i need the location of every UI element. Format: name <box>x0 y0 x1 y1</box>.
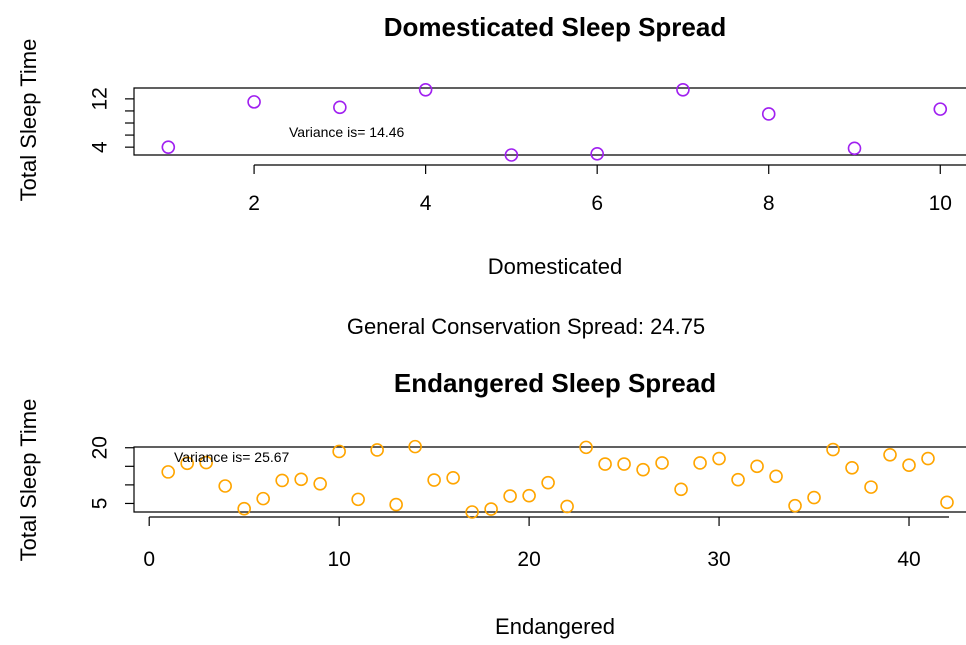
data-point <box>180 456 194 471</box>
endangered-x-axis: 0 10 20 30 40 <box>143 516 950 571</box>
endangered-title: Endangered Sleep Spread <box>394 368 716 398</box>
data-point <box>676 83 690 97</box>
data-point <box>712 451 726 466</box>
endangered-xlabel: Endangered <box>495 614 615 639</box>
domesticated-panel: Domesticated Sleep Spread Total Sleep Ti… <box>16 12 966 279</box>
domesticated-points <box>161 83 948 162</box>
data-point <box>333 100 347 115</box>
x-tick-label: 20 <box>517 548 540 571</box>
data-point <box>940 495 954 510</box>
x-tick-label: 2 <box>248 192 260 215</box>
domesticated-ylabel: Total Sleep Time <box>16 39 41 202</box>
data-point <box>504 148 519 162</box>
data-point <box>883 447 897 462</box>
data-point <box>750 459 764 474</box>
domesticated-xlabel: Domesticated <box>488 254 623 279</box>
domesticated-variance-annotation: Variance is= 14.46 <box>289 124 405 140</box>
data-point <box>427 473 441 487</box>
x-tick-label: 8 <box>763 192 775 215</box>
x-tick-label: 10 <box>929 192 952 215</box>
data-point <box>579 440 593 455</box>
y-tick-label: 12 <box>89 87 112 110</box>
endangered-plot-frame <box>133 446 966 513</box>
x-tick-label: 0 <box>143 548 155 571</box>
domesticated-plot-frame <box>133 87 966 156</box>
y-tick-label: 4 <box>89 141 112 153</box>
y-tick-label: 20 <box>89 436 112 459</box>
data-point <box>617 457 631 471</box>
data-point <box>921 451 935 466</box>
data-point <box>408 439 422 454</box>
data-point <box>389 497 403 512</box>
data-point <box>761 107 776 121</box>
data-point <box>465 505 479 519</box>
data-point <box>313 476 327 491</box>
data-point <box>275 473 289 488</box>
data-point <box>332 444 346 459</box>
data-point <box>674 482 688 497</box>
data-point <box>769 469 783 484</box>
data-point <box>218 479 232 493</box>
data-point <box>256 491 270 506</box>
y-tick-label: 5 <box>89 498 112 510</box>
data-point <box>788 498 802 513</box>
data-point <box>847 141 862 156</box>
domesticated-y-axis: 4 12 <box>89 87 134 153</box>
data-point <box>693 456 707 470</box>
endangered-ylabel: Total Sleep Time <box>16 399 41 562</box>
data-point <box>503 489 517 503</box>
data-point <box>541 475 555 490</box>
x-tick-label: 30 <box>707 548 730 571</box>
data-point <box>199 455 213 470</box>
x-tick-label: 10 <box>327 548 350 571</box>
data-point <box>560 499 574 514</box>
data-point <box>826 442 840 457</box>
data-point <box>933 102 948 116</box>
domesticated-x-axis: 2 4 6 8 10 <box>248 164 966 215</box>
data-point <box>845 460 859 475</box>
data-point <box>864 480 878 494</box>
domesticated-title: Domesticated Sleep Spread <box>384 12 726 42</box>
data-point <box>902 458 916 473</box>
data-point <box>370 443 384 457</box>
data-point <box>522 488 536 503</box>
general-conservation-subtitle: General Conservation Spread: 24.75 <box>347 314 705 339</box>
data-point <box>590 146 604 161</box>
data-point <box>807 490 821 505</box>
x-tick-label: 4 <box>420 192 432 215</box>
data-point <box>655 456 669 470</box>
x-tick-label: 40 <box>897 548 920 571</box>
data-point <box>161 140 176 154</box>
data-point <box>446 471 460 485</box>
data-point <box>247 95 261 109</box>
data-point <box>161 465 175 479</box>
endangered-y-axis: 5 20 <box>89 436 134 510</box>
data-point <box>294 472 308 487</box>
data-point <box>237 501 251 516</box>
data-point <box>598 457 612 471</box>
data-point <box>351 492 365 507</box>
data-point <box>731 472 745 487</box>
data-point <box>636 462 650 477</box>
endangered-variance-annotation: Variance is= 25.67 <box>174 449 290 465</box>
data-point <box>484 502 498 516</box>
x-tick-label: 6 <box>591 192 603 215</box>
endangered-panel: Endangered Sleep Spread Total Sleep Time… <box>16 368 966 639</box>
endangered-points <box>161 439 954 519</box>
data-point <box>418 83 433 97</box>
